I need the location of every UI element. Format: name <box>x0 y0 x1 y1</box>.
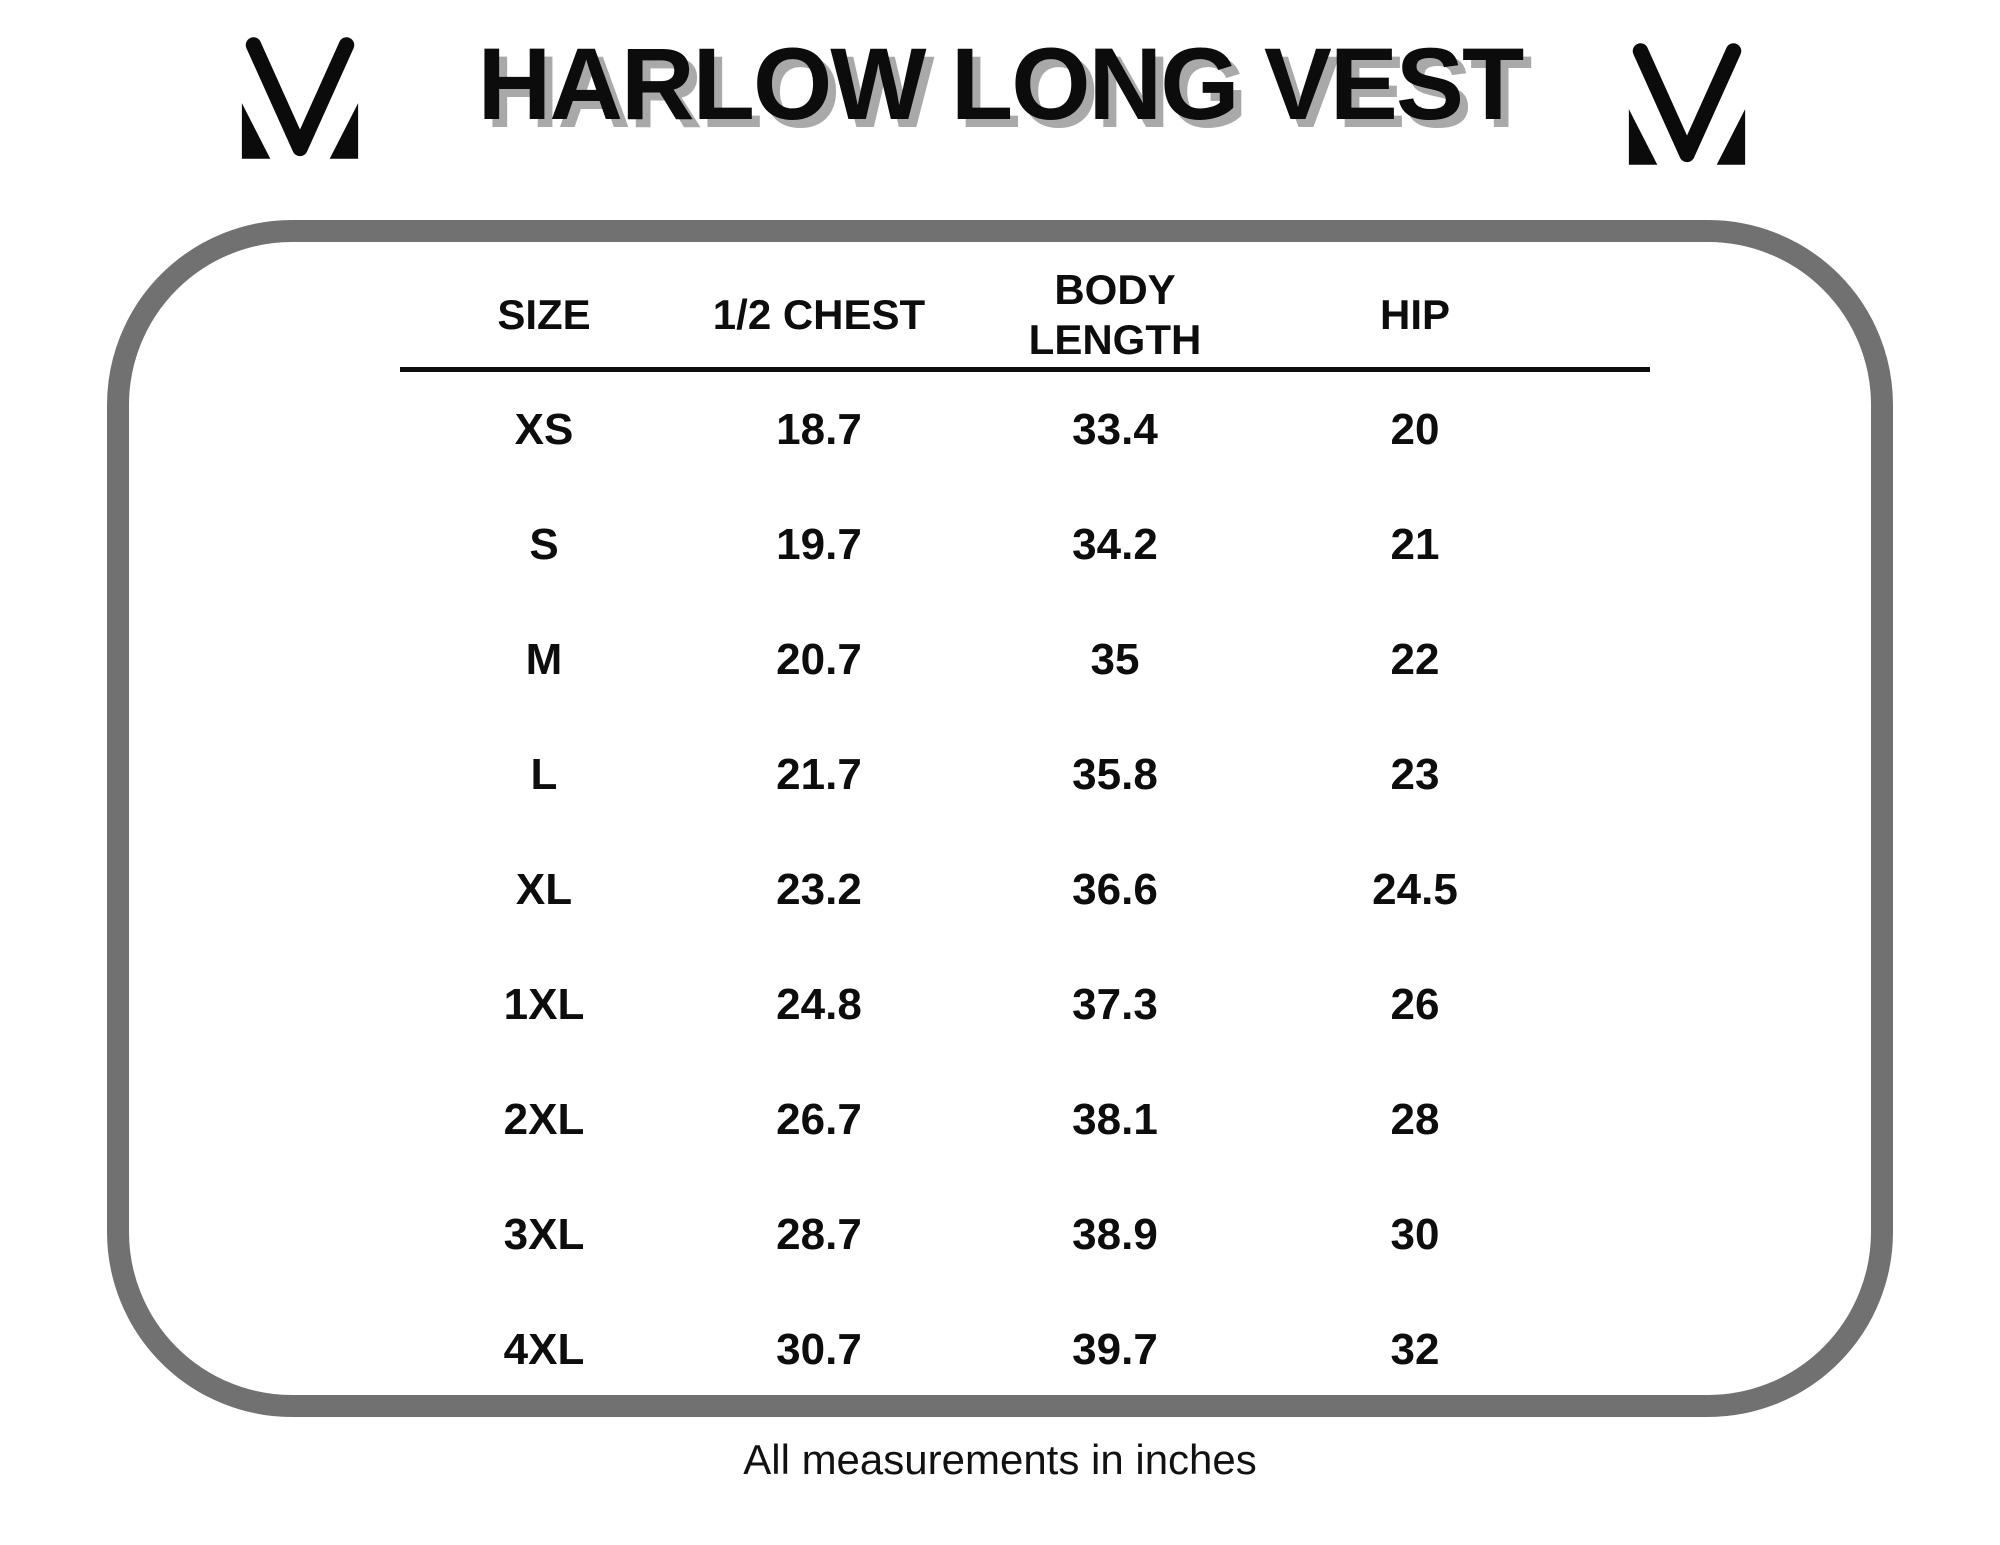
header-divider-line <box>400 367 1650 372</box>
column-header-half-chest: 1/2 CHEST <box>712 291 926 339</box>
table-body: XS 18.7 33.4 20 S 19.7 34.2 21 M 20.7 35… <box>400 372 1550 1407</box>
table-row: 4XL 30.7 39.7 32 <box>400 1292 1550 1407</box>
brand-m-monogram-icon <box>1628 43 1746 165</box>
table-row: 1XL 24.8 37.3 26 <box>400 947 1550 1062</box>
body-length-cell: 39.7 <box>1072 1324 1158 1374</box>
table-row: XL 23.2 36.6 24.5 <box>400 832 1550 947</box>
half-chest-cell: 24.8 <box>776 979 862 1029</box>
half-chest-cell: 18.7 <box>776 404 862 454</box>
hip-cell: 21 <box>1390 519 1440 569</box>
size-cell: 1XL <box>503 979 585 1029</box>
brand-logo-right <box>1622 42 1752 166</box>
half-chest-cell: 19.7 <box>776 519 862 569</box>
size-cell: XL <box>515 864 573 914</box>
size-cell: S <box>529 519 559 569</box>
half-chest-cell: 28.7 <box>776 1209 862 1259</box>
hip-cell: 26 <box>1390 979 1440 1029</box>
table-row: M 20.7 35 22 <box>400 602 1550 717</box>
table-row: 2XL 26.7 38.1 28 <box>400 1062 1550 1177</box>
half-chest-cell: 21.7 <box>776 749 862 799</box>
size-cell: M <box>525 634 563 684</box>
table-row: L 21.7 35.8 23 <box>400 717 1550 832</box>
body-length-cell: 35 <box>1090 634 1140 684</box>
table-row: S 19.7 34.2 21 <box>400 487 1550 602</box>
brand-logo-left <box>235 36 365 160</box>
half-chest-cell: 23.2 <box>776 864 862 914</box>
column-header-size: SIZE <box>497 291 591 339</box>
body-length-cell: 35.8 <box>1072 749 1158 799</box>
hip-cell: 23 <box>1390 749 1440 799</box>
body-length-cell: 34.2 <box>1072 519 1158 569</box>
size-cell: 3XL <box>503 1209 585 1259</box>
body-length-cell: 38.1 <box>1072 1094 1158 1144</box>
hip-cell: 24.5 <box>1372 864 1458 914</box>
table-row: XS 18.7 33.4 20 <box>400 372 1550 487</box>
half-chest-cell: 30.7 <box>776 1324 862 1374</box>
size-cell: 4XL <box>503 1324 585 1374</box>
brand-m-monogram-icon <box>241 37 359 159</box>
size-cell: 2XL <box>503 1094 585 1144</box>
half-chest-cell: 20.7 <box>776 634 862 684</box>
size-chart-box: SIZE 1/2 CHEST BODY LENGTH HIP XS 18.7 3… <box>107 220 1893 1417</box>
body-length-cell: 33.4 <box>1072 404 1158 454</box>
column-header-hip: HIP <box>1379 291 1450 339</box>
table-row: 3XL 28.7 38.9 30 <box>400 1177 1550 1292</box>
hip-cell: 30 <box>1390 1209 1440 1259</box>
body-length-cell: 36.6 <box>1072 864 1158 914</box>
hip-cell: 20 <box>1390 404 1440 454</box>
hip-cell: 22 <box>1390 634 1440 684</box>
size-table: SIZE 1/2 CHEST BODY LENGTH HIP XS 18.7 3… <box>400 242 1650 1395</box>
hip-cell: 28 <box>1390 1094 1440 1144</box>
size-cell: XS <box>514 404 574 454</box>
page-title: HARLOW LONG VEST <box>477 27 1525 141</box>
size-cell: L <box>530 749 558 799</box>
half-chest-cell: 26.7 <box>776 1094 862 1144</box>
column-header-body-length: BODY LENGTH <box>1028 266 1202 363</box>
table-header-row: SIZE 1/2 CHEST BODY LENGTH HIP <box>400 260 1550 370</box>
measurements-note: All measurements in inches <box>743 1436 1257 1483</box>
body-length-cell: 38.9 <box>1072 1209 1158 1259</box>
hip-cell: 32 <box>1390 1324 1440 1374</box>
body-length-cell: 37.3 <box>1072 979 1158 1029</box>
